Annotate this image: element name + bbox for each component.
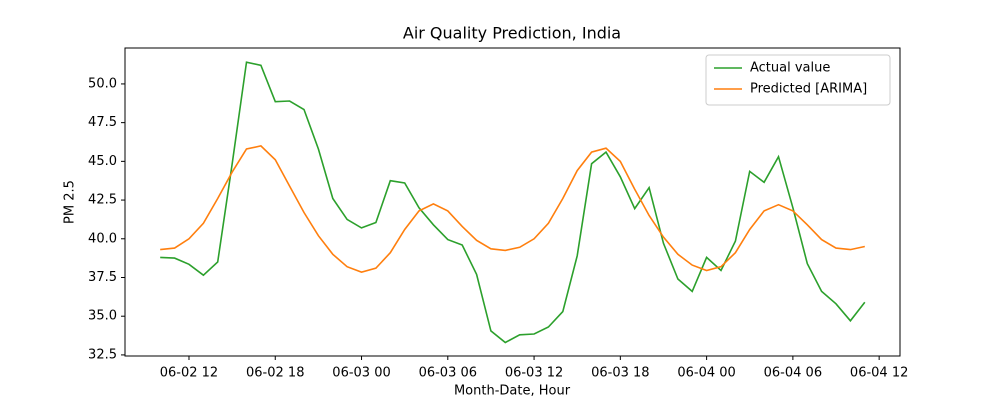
y-tick-label: 42.5 — [88, 193, 117, 208]
legend-label: Predicted [ARIMA] — [750, 82, 867, 97]
data-line — [160, 145, 865, 273]
plot-frame — [124, 47, 901, 357]
x-tick-label: 06-03 06 — [419, 366, 477, 381]
x-tick-label: 06-03 12 — [505, 366, 563, 381]
x-tick-label: 06-03 18 — [591, 366, 649, 381]
x-tick-label: 06-04 06 — [764, 366, 822, 381]
legend-label: Actual value — [750, 61, 830, 76]
y-tick-label: 40.0 — [88, 231, 117, 246]
y-axis-label: PM 2.5 — [63, 180, 78, 224]
data-line — [160, 61, 866, 344]
y-tick-label: 37.5 — [88, 270, 117, 285]
legend-box — [705, 54, 891, 106]
y-tick-label: 32.5 — [88, 347, 117, 362]
x-tick-label: 06-04 12 — [850, 366, 908, 381]
x-tick-label: 06-03 00 — [332, 366, 390, 381]
y-tick-label: 35.0 — [88, 309, 117, 324]
x-tick-label: 06-02 18 — [246, 366, 304, 381]
x-tick-label: 06-04 00 — [677, 366, 735, 381]
y-tick-label: 45.0 — [88, 154, 117, 169]
x-axis-label: Month-Date, Hour — [454, 384, 571, 399]
y-tick-label: 50.0 — [88, 76, 117, 91]
y-tick-label: 47.5 — [88, 115, 117, 130]
x-tick-label: 06-02 12 — [160, 366, 218, 381]
chart-title: Air Quality Prediction, India — [403, 24, 621, 43]
